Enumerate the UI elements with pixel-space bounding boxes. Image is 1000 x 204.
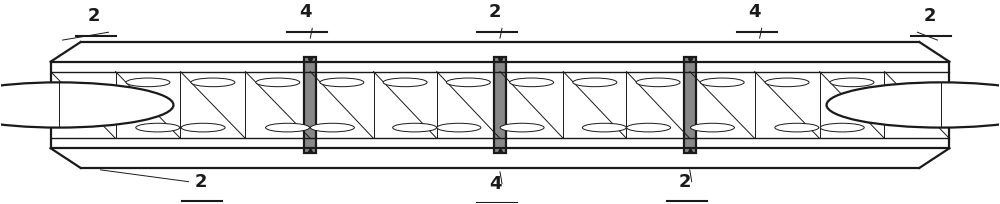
Circle shape: [266, 124, 310, 132]
Circle shape: [827, 83, 1000, 128]
Circle shape: [126, 79, 170, 87]
Circle shape: [636, 79, 680, 87]
Circle shape: [0, 83, 173, 128]
Text: 2: 2: [87, 7, 100, 25]
Circle shape: [820, 124, 864, 132]
Circle shape: [700, 79, 744, 87]
Circle shape: [393, 124, 437, 132]
Text: 2: 2: [194, 172, 207, 190]
Circle shape: [627, 124, 671, 132]
Circle shape: [775, 124, 819, 132]
Circle shape: [830, 79, 874, 87]
Text: 2: 2: [489, 3, 501, 21]
Circle shape: [437, 124, 481, 132]
Circle shape: [582, 124, 626, 132]
Circle shape: [765, 79, 809, 87]
Circle shape: [320, 79, 364, 87]
Circle shape: [500, 124, 544, 132]
Bar: [684, 58, 696, 153]
Circle shape: [136, 124, 180, 132]
Circle shape: [510, 79, 554, 87]
Text: 4: 4: [489, 174, 501, 192]
Text: 2: 2: [923, 7, 936, 25]
Circle shape: [573, 79, 617, 87]
Circle shape: [256, 79, 300, 87]
Bar: [494, 58, 506, 153]
Bar: [304, 58, 316, 153]
Circle shape: [690, 124, 734, 132]
Text: 4: 4: [748, 3, 761, 21]
Text: 4: 4: [299, 3, 312, 21]
Circle shape: [191, 79, 235, 87]
Circle shape: [383, 79, 427, 87]
Circle shape: [181, 124, 225, 132]
Text: 2: 2: [678, 172, 691, 190]
Circle shape: [310, 124, 354, 132]
Circle shape: [446, 79, 490, 87]
